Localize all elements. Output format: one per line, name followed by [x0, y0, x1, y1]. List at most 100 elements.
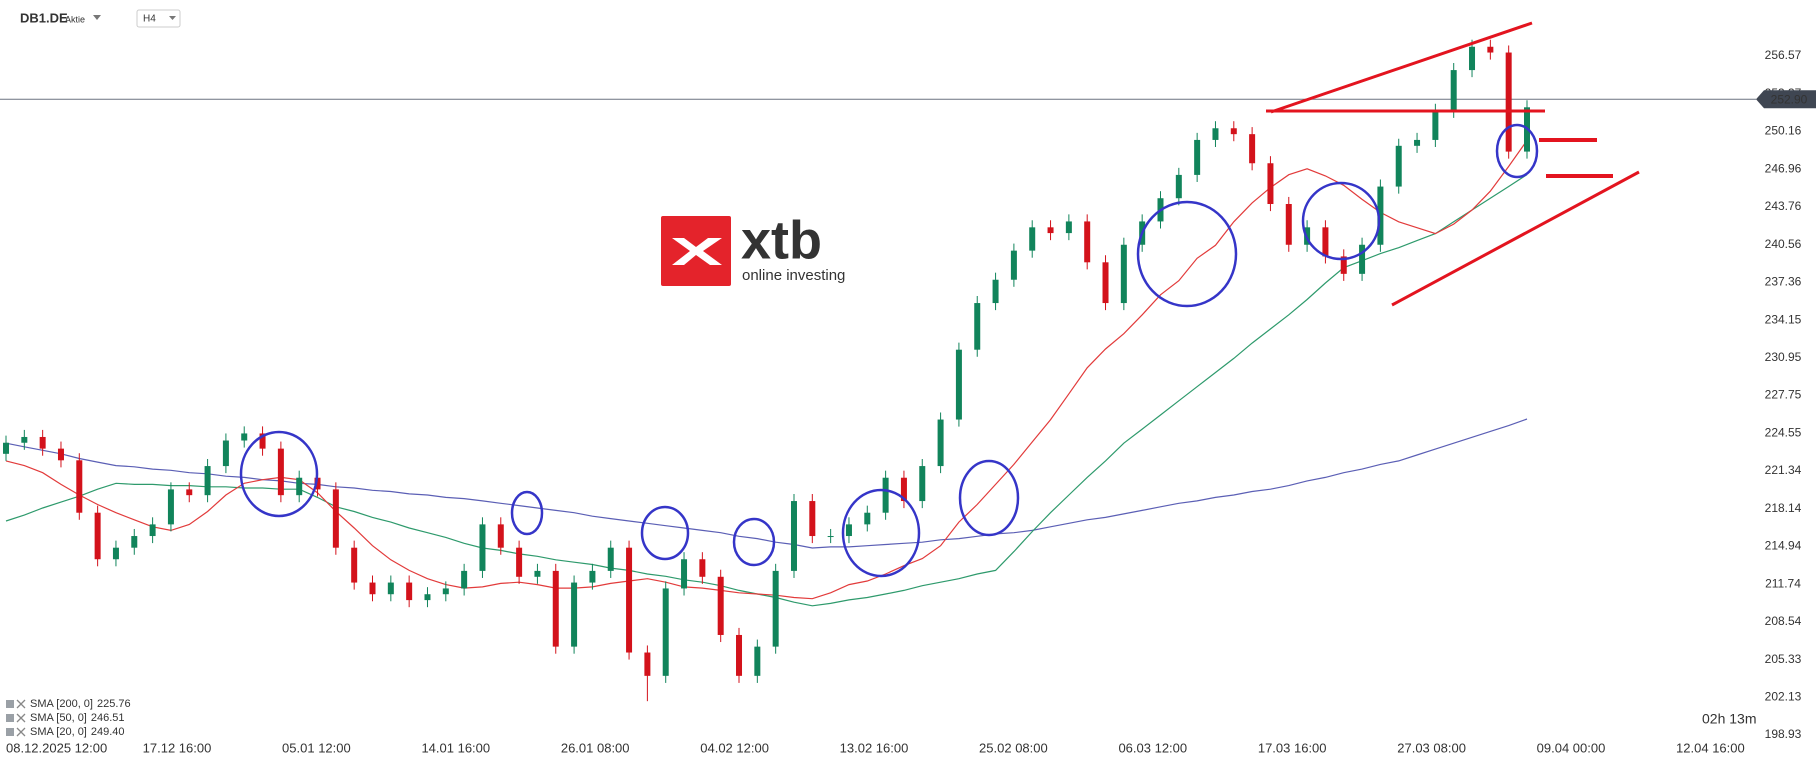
candle-body: [736, 634, 743, 676]
candle-body: [1102, 262, 1109, 304]
candle-body: [406, 582, 413, 601]
trendlines: [1266, 21, 1640, 307]
candle-body: [772, 570, 779, 647]
candle-body: [149, 524, 156, 537]
last-price-label: 252.90: [1771, 92, 1808, 106]
candle-body: [992, 279, 999, 304]
candle-body: [461, 570, 468, 589]
symbol-dropdown[interactable]: [93, 15, 101, 20]
legend-remove[interactable]: [16, 699, 26, 709]
y-tick-label: 250.16: [1765, 124, 1802, 138]
x-tick-label: 09.04 00:00: [1537, 740, 1606, 755]
candle-body: [277, 448, 284, 496]
candle-body: [1414, 139, 1421, 146]
candle-body: [479, 524, 486, 571]
legend-icon[interactable]: [6, 700, 14, 708]
legend-name: SMA [50, 0]: [30, 712, 87, 724]
legend-entry: SMA [20, 0] 249.40: [30, 726, 125, 738]
candle-body: [167, 489, 174, 525]
candle-body: [919, 466, 926, 502]
candle-body: [1359, 244, 1366, 274]
candle-body: [571, 582, 578, 647]
candle-body: [1267, 163, 1274, 205]
logo-tagline: online investing: [742, 267, 845, 284]
candle-body: [754, 646, 761, 676]
legend-icon[interactable]: [6, 728, 14, 736]
y-tick-label: 227.75: [1765, 388, 1802, 402]
y-tick-label: 246.96: [1765, 161, 1802, 175]
candle-body: [296, 477, 303, 496]
highlight-circle: [958, 459, 1020, 537]
x-tick-label: 26.01 08:00: [561, 740, 630, 755]
legend-entry: SMA [200, 0] 225.76: [30, 698, 131, 710]
instrument-type: Aktie: [65, 14, 85, 24]
candle-body: [387, 582, 394, 595]
legend-remove[interactable]: [16, 713, 26, 723]
candle-body: [497, 524, 504, 548]
candle-body: [1450, 70, 1457, 111]
trendline: [1391, 170, 1640, 307]
candle-body: [1285, 204, 1292, 245]
candle-body: [241, 433, 248, 441]
highlight-circle: [841, 488, 921, 578]
x-tick-label: 06.03 12:00: [1118, 740, 1187, 755]
candle-body: [882, 477, 889, 513]
candle-body: [900, 477, 907, 502]
y-tick-label: 221.34: [1765, 463, 1802, 477]
candle-body: [534, 570, 541, 577]
candle-body: [1340, 256, 1347, 274]
candle-body: [1010, 250, 1017, 280]
candle-body: [1377, 186, 1384, 245]
candle-body: [259, 433, 266, 449]
y-tick-label: 202.13: [1765, 689, 1802, 703]
y-tick-label: 243.76: [1765, 199, 1802, 213]
x-tick-label: 04.02 12:00: [700, 740, 769, 755]
candle-body: [442, 588, 449, 595]
candle-body: [112, 547, 119, 560]
x-tick-label: 25.02 08:00: [979, 740, 1048, 755]
highlight-circle: [640, 505, 690, 561]
candle-body: [974, 303, 981, 350]
candle-body: [351, 547, 358, 583]
highlight-circle: [239, 430, 319, 518]
logo-x: [672, 238, 722, 265]
x-tick-label: 17.03 16:00: [1258, 740, 1327, 755]
candle-body: [1047, 227, 1054, 234]
sma-line: [5, 174, 1528, 607]
symbol[interactable]: DB1.DE: [20, 10, 68, 25]
candle-body: [369, 582, 376, 595]
legend-remove[interactable]: [16, 727, 26, 737]
timeframe[interactable]: H4: [143, 14, 156, 25]
candle-body: [94, 512, 101, 560]
candle-body: [1230, 128, 1237, 135]
legend-icon[interactable]: [6, 714, 14, 722]
plot: [0, 39, 1756, 702]
legend-entry: SMA [50, 0] 246.51: [30, 712, 125, 724]
candle-body: [1487, 46, 1494, 53]
candle-body: [186, 489, 193, 496]
y-tick-label: 237.36: [1765, 274, 1802, 288]
timeframe-dropdown[interactable]: [169, 16, 176, 20]
candle-body: [1432, 110, 1439, 140]
candle-body: [1322, 227, 1329, 257]
candle-body: [3, 442, 9, 454]
candle-body: [644, 652, 651, 676]
candle-body: [1194, 139, 1201, 175]
y-tick-label: 198.93: [1765, 727, 1802, 741]
candle-body: [21, 436, 28, 443]
highlight-circle: [1136, 200, 1238, 308]
timeframe-box[interactable]: [136, 9, 181, 28]
y-tick-label: 208.54: [1765, 614, 1802, 628]
candle-body: [809, 501, 816, 537]
legend-value: 225.76: [97, 698, 131, 710]
highlight-circle: [732, 517, 776, 567]
candle-body: [222, 440, 229, 467]
toolbar: DB1.DE Aktie H4: [20, 9, 181, 28]
candle-body: [937, 419, 944, 467]
y-tick-label: 205.33: [1765, 652, 1802, 666]
candle-body: [131, 536, 138, 548]
highlight-circle: [1495, 123, 1539, 179]
y-tick-label: 240.56: [1765, 237, 1802, 251]
